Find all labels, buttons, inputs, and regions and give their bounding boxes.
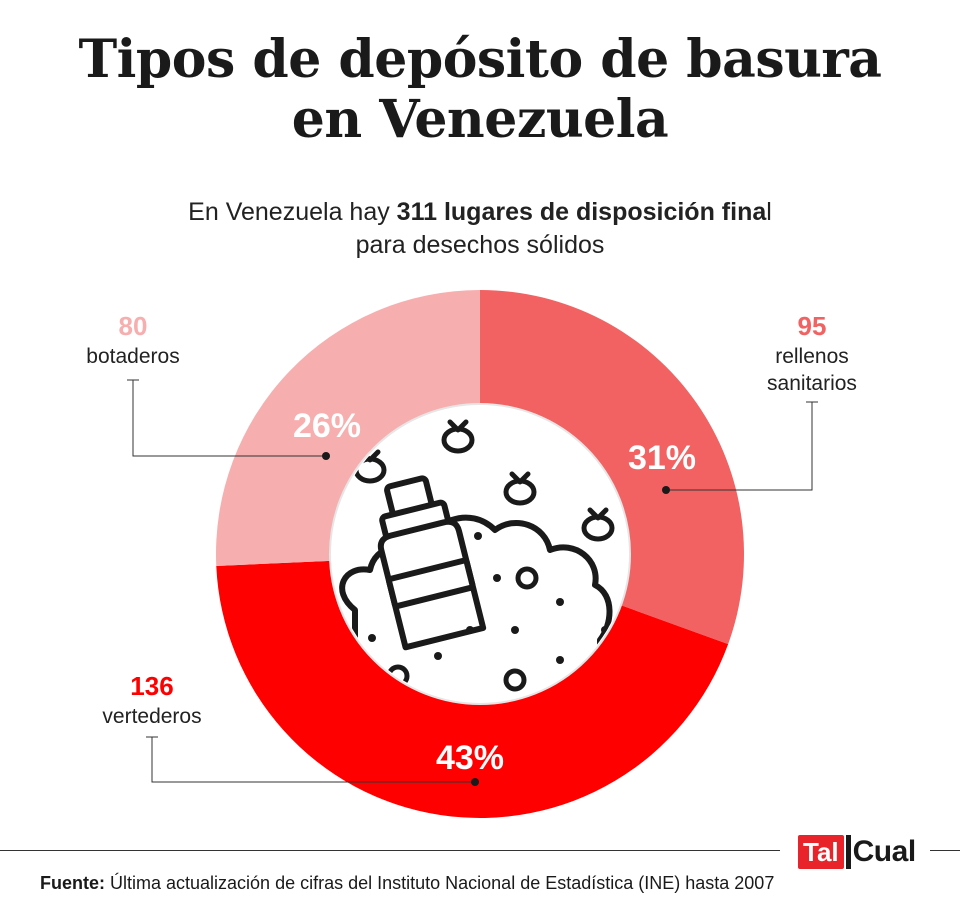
logo-tal: Tal	[798, 835, 844, 869]
slice-vertederos	[216, 560, 729, 819]
source-label: Fuente:	[40, 873, 105, 893]
slice-rellenos-sanitarios	[480, 290, 744, 645]
percent-label: 43%	[436, 739, 504, 777]
category-label: botaderos	[86, 345, 179, 368]
title-line-1: Tipos de depósito de basura	[78, 29, 882, 90]
page-title: Tipos de depósito de basura en Venezuela	[0, 30, 960, 150]
percent-label: 31%	[628, 439, 696, 477]
chart-subtitle: En Venezuela hay 311 lugares de disposic…	[0, 196, 960, 262]
leader-dot	[322, 452, 330, 460]
percent-label: 26%	[293, 407, 361, 445]
subtitle-line-2: para desechos sólidos	[355, 231, 605, 259]
category-label: vertederos	[102, 705, 201, 728]
leader-lines	[127, 379, 818, 786]
subtitle-bold: 311 lugares de disposición fina	[396, 198, 767, 226]
category-label: rellenos	[775, 345, 849, 368]
value-label: 80	[119, 311, 148, 341]
logo-bar	[845, 835, 851, 869]
footer-divider-right	[930, 850, 960, 851]
leader-dot	[662, 486, 670, 494]
leader-line	[132, 380, 326, 457]
donut-slices	[216, 290, 744, 819]
value-label: 95	[798, 311, 827, 341]
leader-dot	[471, 778, 479, 786]
slice-botaderos	[216, 290, 480, 566]
chart-labels: 31% 43% 26% 95 rellenos sanitarios 136 verteder…	[86, 311, 857, 777]
subtitle-prefix: En Venezuela hay	[188, 198, 397, 226]
category-label: sanitarios	[767, 372, 857, 395]
title-line-2: en Venezuela	[291, 89, 669, 150]
leader-line	[666, 402, 813, 491]
talcual-logo: Tal Cual	[798, 834, 916, 870]
source-text: Última actualización de cifras del Insti…	[105, 873, 775, 893]
value-label: 136	[130, 671, 173, 701]
source-note: Fuente: Última actualización de cifras d…	[40, 872, 800, 894]
leader-line	[151, 737, 475, 783]
logo-cual: Cual	[852, 835, 917, 868]
footer-divider	[0, 850, 780, 851]
subtitle-suffix: l	[766, 198, 772, 226]
